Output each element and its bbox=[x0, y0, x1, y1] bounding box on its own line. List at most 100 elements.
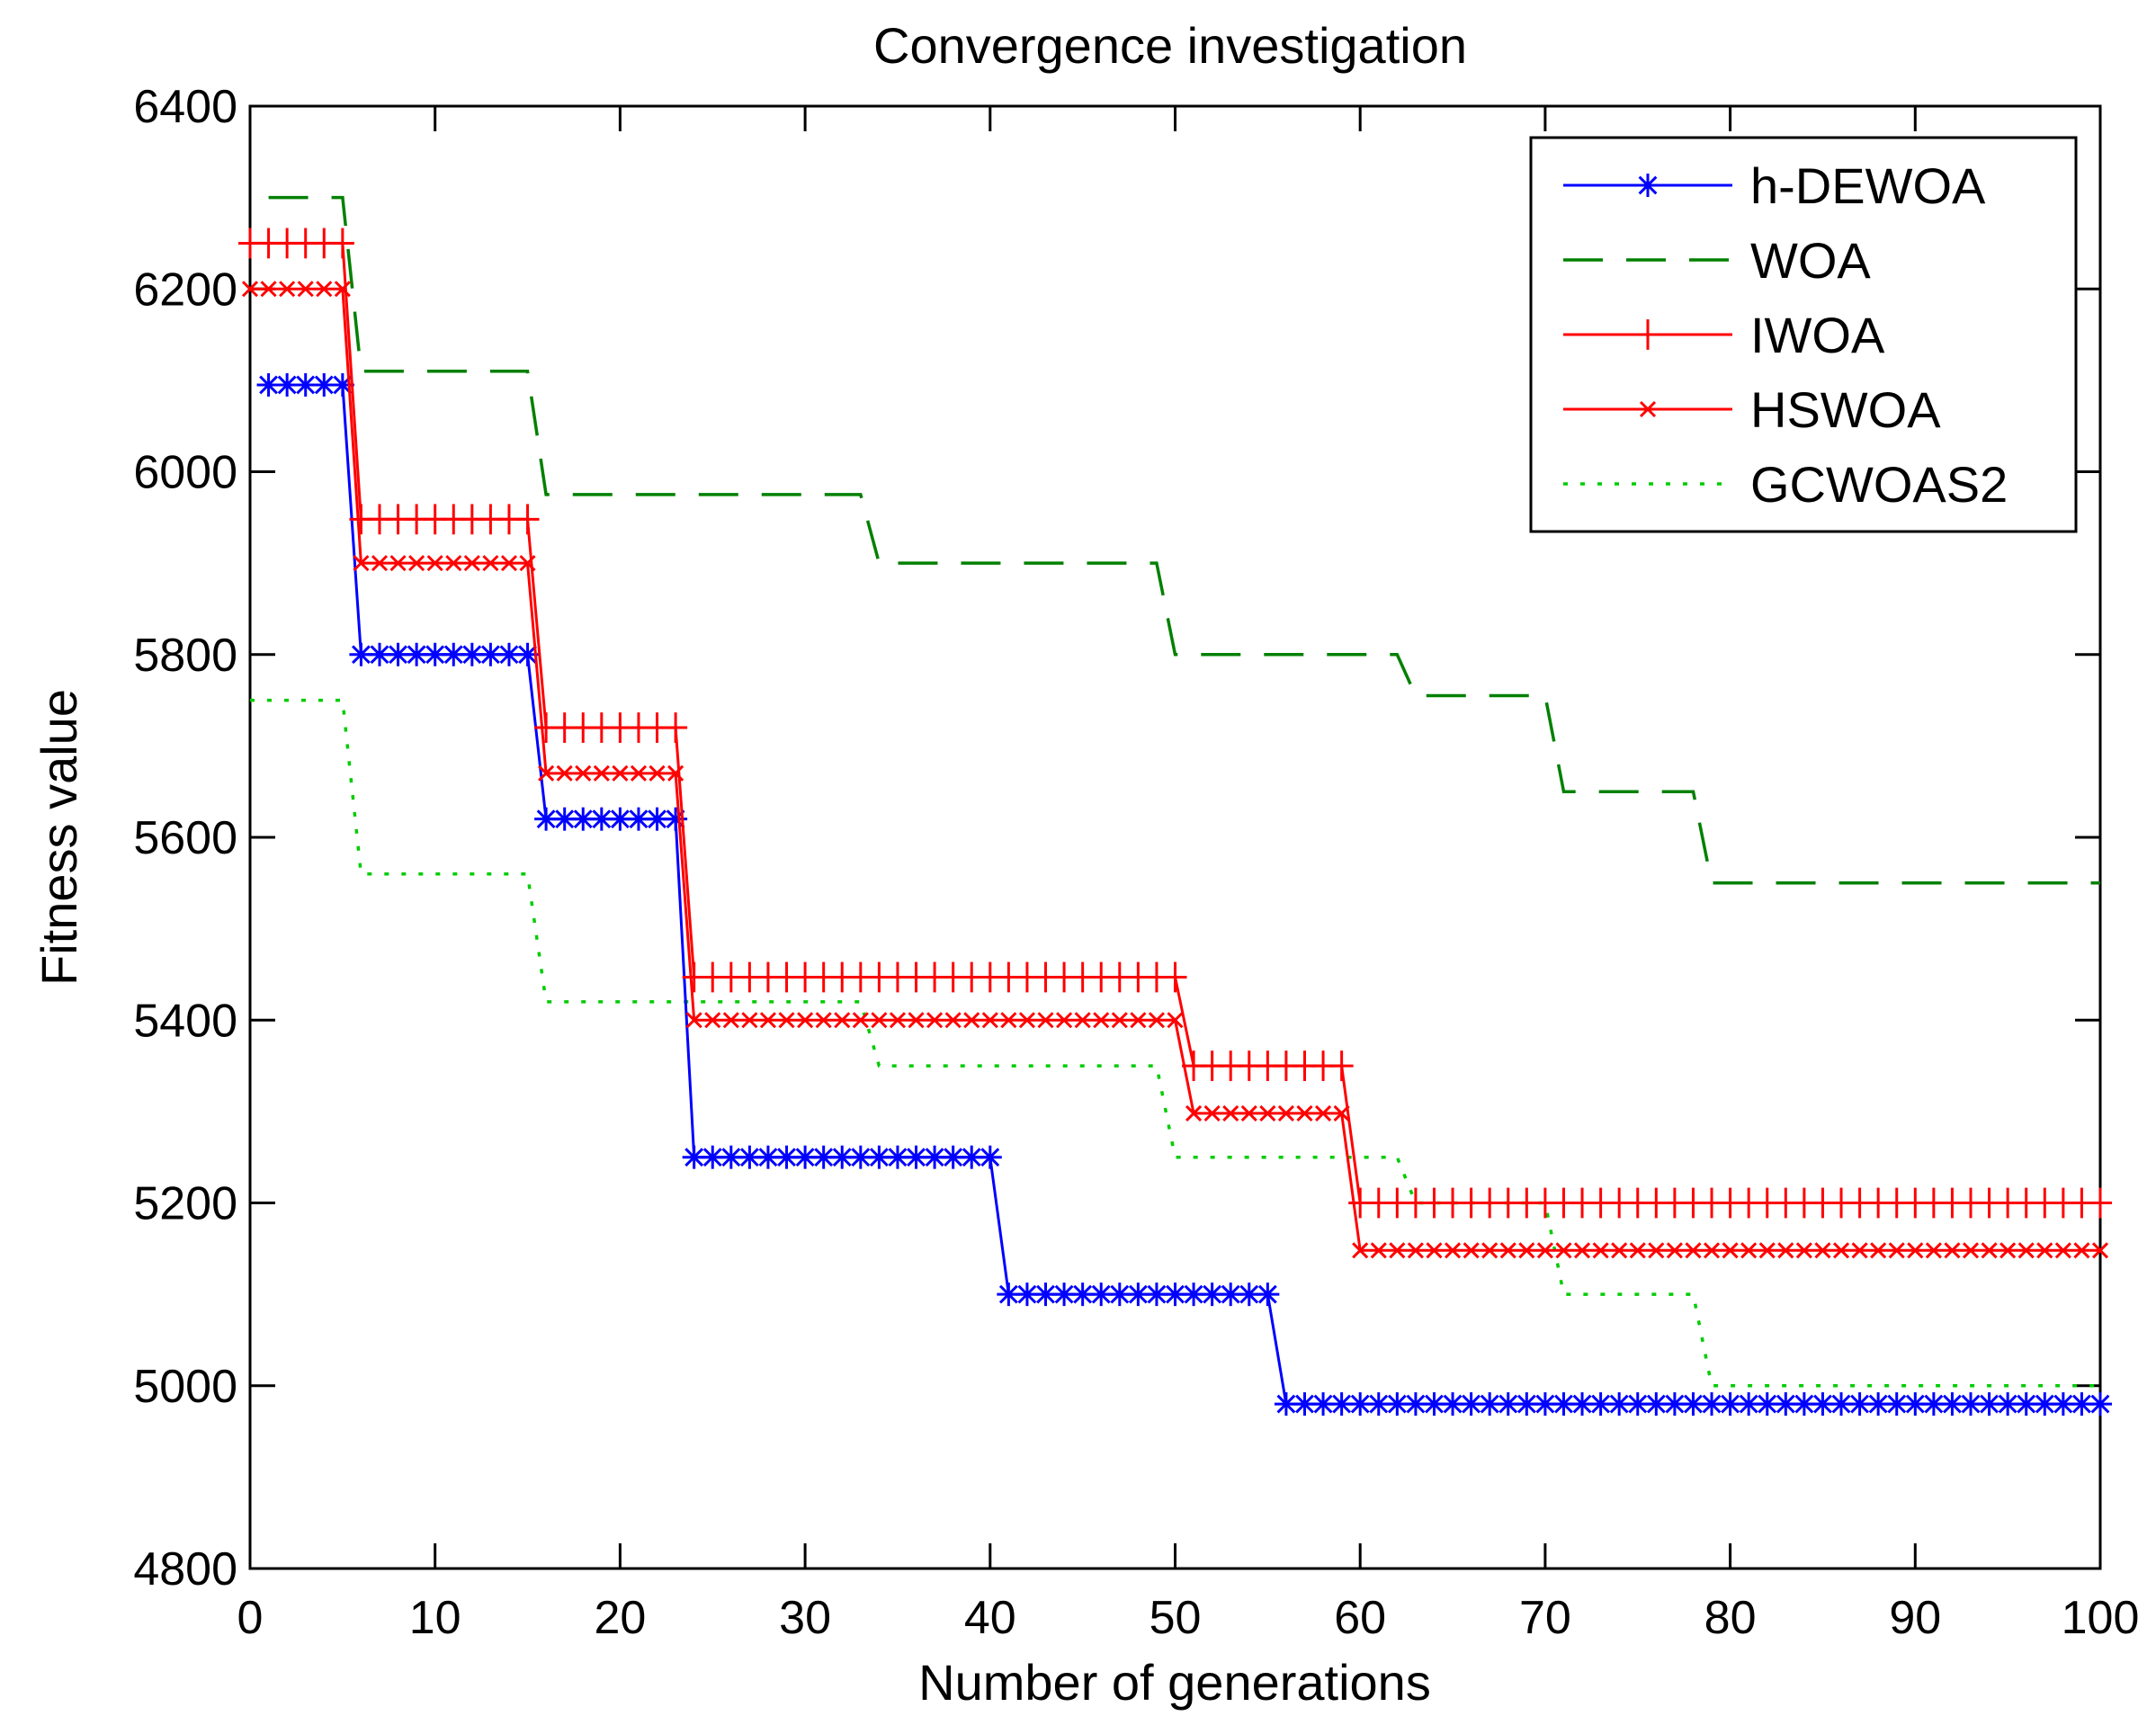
x-tick-label: 30 bbox=[779, 1592, 831, 1644]
axis-ticks: 0 10 20 30 40 50 60 70 80 90 100 4800 5000 5200 5400 56… bbox=[133, 81, 2139, 1644]
data-marker-hswoa bbox=[1740, 1242, 1758, 1259]
data-marker-h-dewoa bbox=[275, 372, 300, 397]
data-marker-h-dewoa bbox=[2033, 1392, 2057, 1417]
series-line-h-dewoa bbox=[268, 383, 2100, 1406]
data-marker-hswoa bbox=[722, 1012, 739, 1029]
legend-label: GCWOAS2 bbox=[1750, 456, 2008, 513]
data-marker-hswoa bbox=[260, 281, 277, 298]
data-marker-hswoa bbox=[1832, 1242, 1850, 1259]
data-marker-h-dewoa bbox=[367, 642, 391, 666]
data-marker-hswoa bbox=[1407, 1242, 1424, 1259]
data-marker-hswoa bbox=[834, 1012, 851, 1029]
y-tick-label: 5600 bbox=[133, 812, 237, 864]
data-marker-hswoa bbox=[649, 764, 666, 782]
data-marker-h-dewoa bbox=[1866, 1392, 1891, 1417]
data-marker-hswoa bbox=[1296, 1104, 1313, 1122]
series-gcwoas2 bbox=[250, 698, 2100, 1388]
x-tick-label: 60 bbox=[1334, 1592, 1386, 1644]
data-marker-hswoa bbox=[575, 764, 592, 782]
y-tick-label: 5000 bbox=[133, 1361, 237, 1413]
legend-item-h-dewoa: h-DEWOA bbox=[1563, 157, 1986, 214]
data-marker-hswoa bbox=[1611, 1242, 1628, 1259]
y-tick-label: 5200 bbox=[133, 1178, 237, 1230]
data-marker-hswoa bbox=[852, 1012, 869, 1029]
data-marker-h-dewoa bbox=[1496, 1392, 1520, 1417]
data-marker-hswoa bbox=[1907, 1242, 1924, 1259]
series-woa bbox=[268, 195, 2100, 885]
x-tick-label: 0 bbox=[237, 1592, 264, 1644]
data-marker-hswoa bbox=[612, 764, 629, 782]
data-marker-hswoa bbox=[1814, 1242, 1831, 1259]
x-tick-label: 40 bbox=[964, 1592, 1016, 1644]
data-marker-hswoa bbox=[963, 1012, 980, 1029]
data-marker-hswoa bbox=[1426, 1242, 1443, 1259]
data-marker-hswoa bbox=[1499, 1242, 1516, 1259]
data-marker-iwoa bbox=[2089, 1187, 2112, 1219]
data-marker-hswoa bbox=[1259, 1104, 1276, 1122]
legend-marker bbox=[1636, 174, 1659, 197]
data-marker-iwoa bbox=[515, 504, 540, 535]
data-marker-h-dewoa bbox=[1570, 1392, 1595, 1417]
data-marker-hswoa bbox=[1240, 1104, 1257, 1122]
data-marker-h-dewoa bbox=[1329, 1392, 1354, 1417]
data-marker-iwoa bbox=[1329, 1050, 1354, 1081]
data-marker-hswoa bbox=[1148, 1012, 1165, 1029]
data-marker-hswoa bbox=[1352, 1242, 1369, 1259]
series-line-hswoa bbox=[250, 287, 2100, 1252]
data-marker-hswoa bbox=[1056, 1012, 1073, 1029]
data-marker-hswoa bbox=[241, 281, 259, 298]
data-marker-hswoa bbox=[1555, 1242, 1572, 1259]
data-marker-hswoa bbox=[2036, 1242, 2053, 1259]
data-marker-hswoa bbox=[2091, 1242, 2109, 1259]
y-tick-label: 6400 bbox=[133, 81, 237, 133]
data-marker-h-dewoa bbox=[1237, 1283, 1261, 1307]
data-marker-hswoa bbox=[1074, 1012, 1091, 1029]
legend-item-woa: WOA bbox=[1563, 232, 1871, 289]
data-marker-hswoa bbox=[1000, 1012, 1017, 1029]
data-marker-hswoa bbox=[1795, 1242, 1812, 1259]
x-tick-label: 70 bbox=[1519, 1592, 1571, 1644]
legend-label: IWOA bbox=[1750, 307, 1885, 363]
data-marker-hswoa bbox=[741, 1012, 758, 1029]
data-marker-hswoa bbox=[297, 281, 314, 298]
data-marker-h-dewoa bbox=[1478, 1392, 1502, 1417]
data-marker-h-dewoa bbox=[386, 642, 410, 666]
data-marker-h-dewoa bbox=[1552, 1392, 1576, 1417]
data-marker-hswoa bbox=[1444, 1242, 1462, 1259]
data-marker-hswoa bbox=[1888, 1242, 1905, 1259]
series-line-gcwoas2 bbox=[250, 698, 2100, 1388]
data-marker-hswoa bbox=[426, 555, 443, 572]
data-marker-hswoa bbox=[630, 764, 648, 782]
data-marker-iwoa bbox=[664, 712, 688, 743]
series-h-dewoa bbox=[256, 372, 2112, 1417]
data-marker-hswoa bbox=[1685, 1242, 1702, 1259]
y-tick-label: 5400 bbox=[133, 995, 237, 1047]
data-marker-h-dewoa bbox=[1847, 1392, 1872, 1417]
data-marker-hswoa bbox=[981, 1012, 998, 1029]
data-marker-hswoa bbox=[1389, 1242, 1406, 1259]
legend-item-hswoa: HSWOA bbox=[1563, 381, 1941, 438]
data-marker-hswoa bbox=[1944, 1242, 1961, 1259]
data-marker-h-dewoa bbox=[1089, 1283, 1114, 1307]
data-marker-hswoa bbox=[908, 1012, 925, 1029]
data-marker-hswoa bbox=[1758, 1242, 1776, 1259]
legend-marker bbox=[1636, 319, 1659, 350]
data-marker-hswoa bbox=[1314, 1104, 1332, 1122]
data-marker-hswoa bbox=[593, 764, 610, 782]
y-tick-label: 4800 bbox=[133, 1543, 237, 1595]
y-tick-label: 5800 bbox=[133, 630, 237, 682]
data-marker-hswoa bbox=[778, 1012, 795, 1029]
y-tick-label: 6000 bbox=[133, 447, 237, 499]
data-marker-h-dewoa bbox=[349, 642, 373, 666]
series-iwoa bbox=[238, 228, 2112, 1219]
data-marker-hswoa bbox=[2054, 1242, 2071, 1259]
data-marker-hswoa bbox=[944, 1012, 962, 1029]
data-marker-hswoa bbox=[482, 555, 499, 572]
data-marker-hswoa bbox=[815, 1012, 832, 1029]
data-marker-hswoa bbox=[279, 281, 296, 298]
data-marker-h-dewoa bbox=[904, 1145, 928, 1169]
data-marker-h-dewoa bbox=[701, 1145, 725, 1169]
data-marker-hswoa bbox=[1870, 1242, 1887, 1259]
data-marker-h-dewoa bbox=[497, 642, 521, 666]
